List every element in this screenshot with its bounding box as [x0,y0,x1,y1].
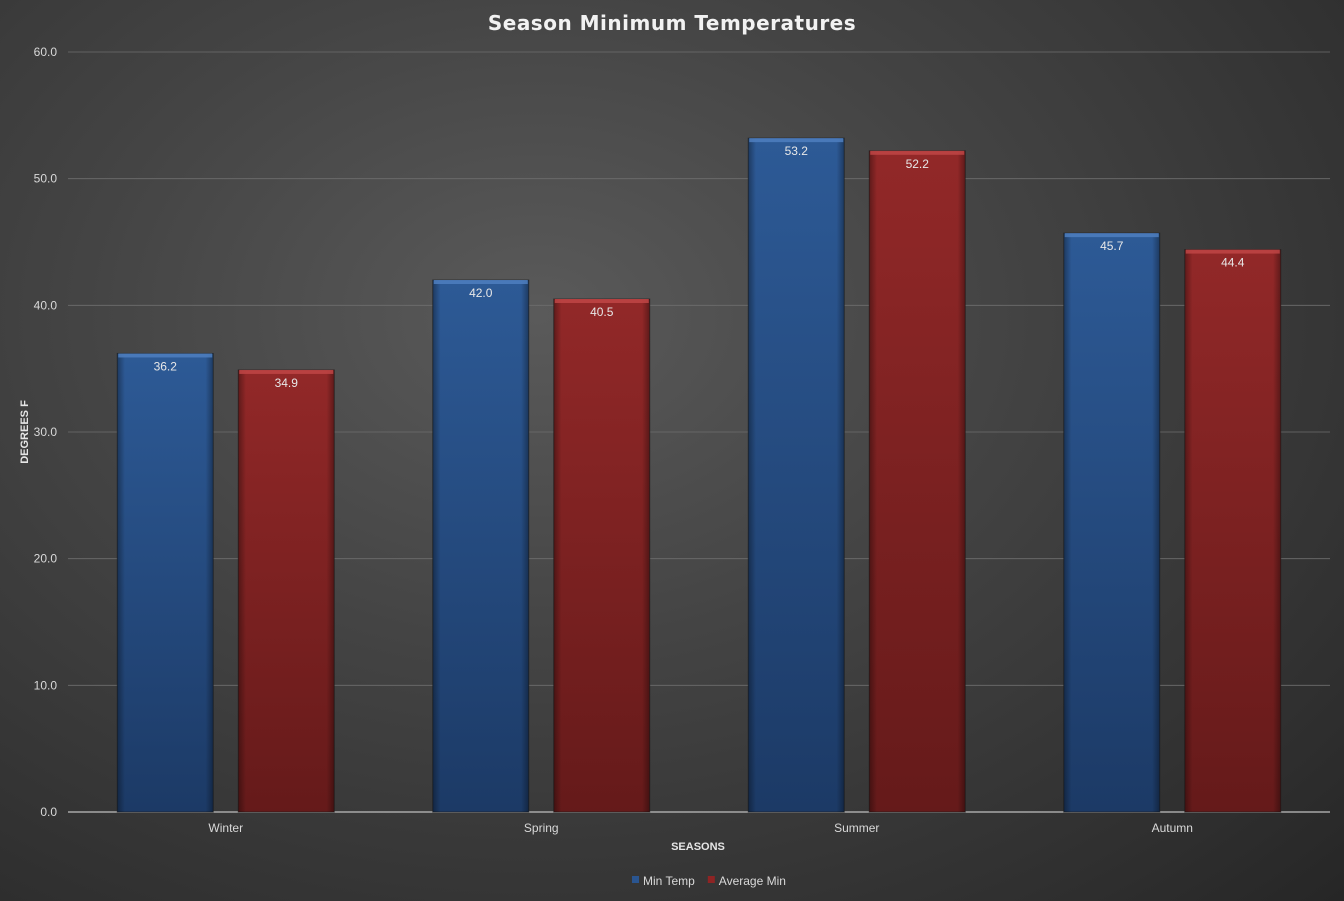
bar-shading [432,280,529,812]
x-category-label: Winter [208,821,243,835]
bar-shading [238,369,335,812]
bar-shading [1063,233,1160,813]
y-tick-label: 50.0 [34,172,58,186]
data-label: 42.0 [469,286,493,300]
legend: Min Temp Average Min [632,874,786,888]
bar-shading [553,299,650,812]
y-axis-ticks: 0.0 10.0 20.0 30.0 40.0 50.0 60.0 [34,45,58,819]
bar-top-highlight [433,280,528,284]
bar-top-highlight [118,353,213,358]
bar-top-highlight [870,150,965,155]
bar-top-highlight [1185,249,1280,254]
data-label: 36.2 [154,359,178,373]
legend-label: Average Min [719,874,786,888]
legend-swatch [632,876,639,883]
x-category-label: Autumn [1152,821,1193,835]
bar-shading [117,353,214,812]
data-label: 34.9 [275,376,299,390]
data-label: 52.2 [906,157,930,171]
x-category-label: Spring [524,821,559,835]
bar-top-highlight [554,299,649,303]
bar-shading [869,150,966,813]
bar-top-highlight [1064,233,1159,238]
y-tick-label: 10.0 [34,678,58,692]
y-tick-label: 60.0 [34,45,58,59]
y-axis-title: DEGREES F [19,400,31,464]
bars: 36.2 34.9 42.0 40.5 53.2 52.2 45.7 44.4 [116,137,1282,813]
bar-top-highlight [749,138,844,143]
data-label: 40.5 [590,305,614,319]
data-label: 45.7 [1100,239,1124,253]
data-label: 44.4 [1221,256,1245,270]
legend-swatch [707,876,715,883]
bar-shading [748,138,845,813]
x-axis-title: SEASONS [671,841,725,853]
bar-top-highlight [239,369,334,374]
bar-shading [1184,249,1281,813]
x-category-label: Summer [834,821,879,835]
chart-title: Season Minimum Temperatures [488,11,856,35]
y-tick-label: 20.0 [34,552,58,566]
y-tick-label: 40.0 [34,298,58,312]
data-label: 53.2 [785,144,809,158]
legend-label: Min Temp [643,874,695,888]
y-tick-label: 0.0 [40,805,57,819]
x-axis-categories: Winter Spring Summer Autumn [208,821,1193,835]
y-tick-label: 30.0 [34,425,58,439]
